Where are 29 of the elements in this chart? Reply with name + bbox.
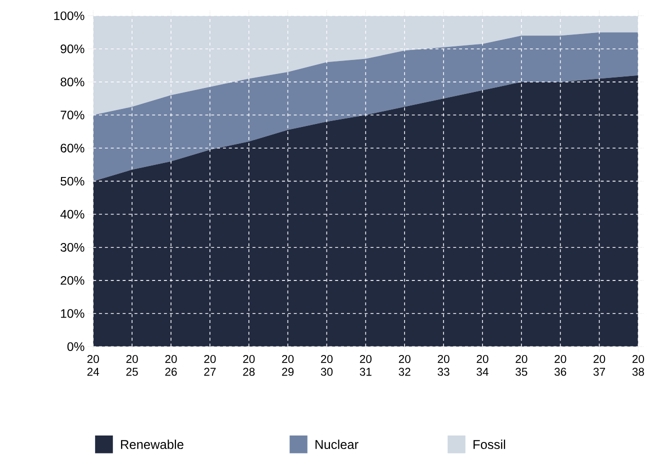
x-tick-label: 20 34: [476, 354, 488, 376]
x-tick-label: 20 29: [282, 354, 294, 376]
x-tick-label: 20 27: [204, 354, 216, 376]
x-tick-label: 20 37: [593, 354, 606, 376]
y-tick-label: 0%: [67, 342, 84, 351]
y-tick-label: 100%: [54, 11, 84, 20]
x-tick-label: 20 33: [438, 354, 450, 376]
y-tick-label: 10%: [61, 309, 84, 318]
x-tick-label: 20 25: [126, 354, 138, 376]
x-tick-label: 20 30: [320, 354, 333, 376]
y-tick-label: 40%: [60, 210, 84, 219]
x-tick-label: 20 31: [360, 354, 372, 376]
legend-label: Fossil: [474, 440, 506, 449]
x-tick-label: 20 32: [398, 354, 410, 376]
y-tick-label: 80%: [60, 78, 84, 86]
y-tick-label: 20%: [60, 276, 84, 285]
y-tick-label: 30%: [60, 242, 84, 252]
legend-label: Renewable: [121, 440, 184, 449]
x-tick-label: 20 28: [243, 354, 255, 376]
y-tick-label: 50%: [60, 176, 84, 186]
legend-label: Nuclear: [316, 440, 358, 449]
x-tick-label: 20 24: [87, 354, 100, 376]
y-tick-label: 70%: [60, 110, 84, 120]
y-tick-label: 90%: [60, 44, 84, 54]
x-tick-label: 20 35: [516, 354, 528, 376]
x-tick-label: 20 26: [165, 354, 177, 376]
y-tick-label: 60%: [60, 144, 84, 152]
x-tick-label: 20 38: [632, 354, 644, 376]
x-tick-label: 20 36: [554, 354, 566, 376]
